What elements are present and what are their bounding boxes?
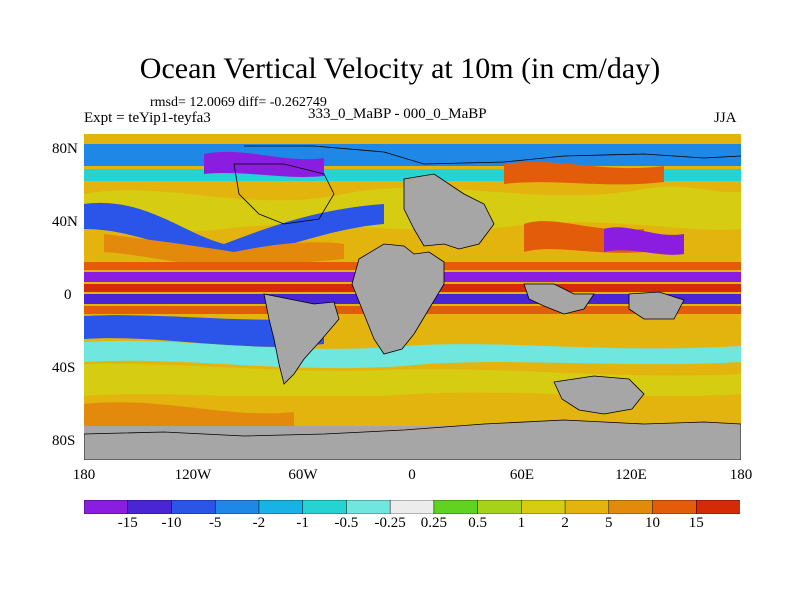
lon-label-60w: 60W xyxy=(288,467,318,483)
colorbar-swatch xyxy=(608,500,654,514)
colorbar xyxy=(84,500,740,514)
colorbar-label: 1 xyxy=(517,515,526,531)
colorbar-swatch xyxy=(564,500,610,514)
difference-label: 333_0_MaBP - 000_0_MaBP xyxy=(308,106,487,122)
colorbar-swatch xyxy=(652,500,698,514)
map-plot xyxy=(84,134,741,460)
colorbar-swatch xyxy=(84,500,129,514)
lon-label-120e: 120E xyxy=(615,467,647,483)
experiment-label: Expt = teYip1-teyfa3 xyxy=(84,110,211,126)
lat-label-40n: 40N xyxy=(52,214,78,230)
lon-label-180e: 180 xyxy=(729,467,753,483)
colorbar-swatch xyxy=(477,500,523,514)
colorbar-label: 5 xyxy=(605,515,613,531)
colorbar-label: 0.25 xyxy=(420,515,447,531)
colorbar-label: -5 xyxy=(208,515,222,531)
lon-label-180w: 180 xyxy=(72,467,96,483)
colorbar-label: 2 xyxy=(561,515,569,531)
colorbar-label: 15 xyxy=(688,515,704,531)
colorbar-label: 10 xyxy=(645,515,661,531)
lon-label-0: 0 xyxy=(408,467,416,483)
colorbar-label: -0.25 xyxy=(374,515,406,531)
colorbar-swatch xyxy=(696,500,740,514)
land-masses xyxy=(84,145,741,460)
season-label: JJA xyxy=(714,110,737,126)
colorbar-label: -1 xyxy=(296,515,309,531)
colorbar-swatch xyxy=(258,500,304,514)
colorbar-swatch xyxy=(521,500,566,514)
chart-title: Ocean Vertical Velocity at 10m (in cm/da… xyxy=(139,52,661,85)
lat-label-40s: 40S xyxy=(52,360,76,376)
colorbar-swatch xyxy=(302,500,348,514)
colorbar-label: -2 xyxy=(252,515,266,531)
colorbar-swatch xyxy=(389,500,435,514)
colorbar-swatch xyxy=(214,500,260,514)
colorbar-label: -0.5 xyxy=(334,515,359,531)
colorbar-swatch xyxy=(127,500,173,514)
colorbar-label: 0.5 xyxy=(468,515,487,531)
lon-label-120w: 120W xyxy=(174,467,212,483)
lat-label-0: 0 xyxy=(64,287,72,303)
colorbar-swatch xyxy=(346,500,391,514)
colorbar-label: -10 xyxy=(161,515,182,531)
colorbar-swatch xyxy=(171,500,216,514)
colorbar-label: -15 xyxy=(117,515,138,531)
map-panel xyxy=(84,134,741,460)
stats-text: rmsd= 12.0069 diff= -0.262749 xyxy=(150,95,327,110)
lon-label-60e: 60E xyxy=(509,467,535,483)
lat-label-80n: 80N xyxy=(52,141,78,157)
colorbar-swatch xyxy=(433,500,479,514)
lat-label-80s: 80S xyxy=(52,433,76,449)
